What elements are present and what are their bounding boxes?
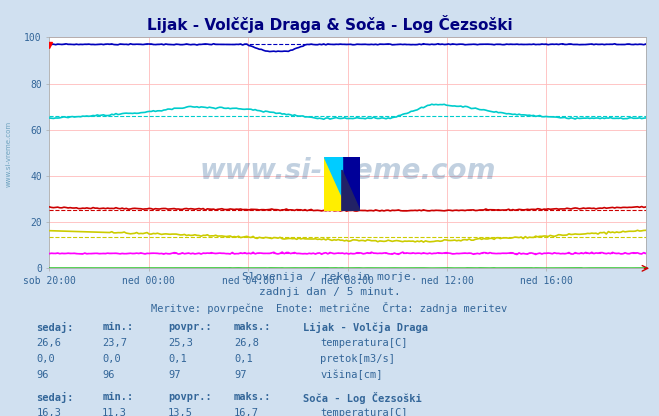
Text: min.:: min.: xyxy=(102,322,133,332)
Text: 13,5: 13,5 xyxy=(168,408,193,416)
Text: 0,1: 0,1 xyxy=(234,354,252,364)
Text: Lijak - Volčja Draga: Lijak - Volčja Draga xyxy=(303,322,428,334)
Text: povpr.:: povpr.: xyxy=(168,322,212,332)
Text: sedaj:: sedaj: xyxy=(36,322,74,334)
Text: 25,3: 25,3 xyxy=(168,338,193,348)
Text: Lijak - Volččja Draga & Soča - Log Čezsoški: Lijak - Volččja Draga & Soča - Log Čezso… xyxy=(147,15,512,32)
Polygon shape xyxy=(342,170,360,210)
Bar xyxy=(342,156,360,210)
Bar xyxy=(324,156,342,210)
Text: 26,8: 26,8 xyxy=(234,338,259,348)
Text: 96: 96 xyxy=(102,370,115,380)
Text: 0,0: 0,0 xyxy=(36,354,55,364)
Text: maks.:: maks.: xyxy=(234,322,272,332)
Text: povpr.:: povpr.: xyxy=(168,392,212,402)
Text: sedaj:: sedaj: xyxy=(36,392,74,403)
Text: zadnji dan / 5 minut.: zadnji dan / 5 minut. xyxy=(258,287,401,297)
Text: pretok[m3/s]: pretok[m3/s] xyxy=(320,354,395,364)
Text: 96: 96 xyxy=(36,370,49,380)
Text: višina[cm]: višina[cm] xyxy=(320,370,383,380)
Text: Slovenija / reke in morje.: Slovenija / reke in morje. xyxy=(242,272,417,282)
Text: 97: 97 xyxy=(234,370,246,380)
Text: Soča - Log Čezsoški: Soča - Log Čezsoški xyxy=(303,392,422,404)
Text: maks.:: maks.: xyxy=(234,392,272,402)
Text: temperatura[C]: temperatura[C] xyxy=(320,408,408,416)
Text: 16,3: 16,3 xyxy=(36,408,61,416)
Text: temperatura[C]: temperatura[C] xyxy=(320,338,408,348)
Text: www.si-vreme.com: www.si-vreme.com xyxy=(5,121,11,187)
Text: 97: 97 xyxy=(168,370,181,380)
Text: 26,6: 26,6 xyxy=(36,338,61,348)
Text: 0,0: 0,0 xyxy=(102,354,121,364)
Text: www.si-vreme.com: www.si-vreme.com xyxy=(200,157,496,186)
Text: 11,3: 11,3 xyxy=(102,408,127,416)
Polygon shape xyxy=(324,156,342,197)
Text: min.:: min.: xyxy=(102,392,133,402)
Text: 23,7: 23,7 xyxy=(102,338,127,348)
Text: 0,1: 0,1 xyxy=(168,354,186,364)
Text: Meritve: povrpečne  Enote: metrične  Črta: zadnja meritev: Meritve: povrpečne Enote: metrične Črta:… xyxy=(152,302,507,314)
Text: 16,7: 16,7 xyxy=(234,408,259,416)
